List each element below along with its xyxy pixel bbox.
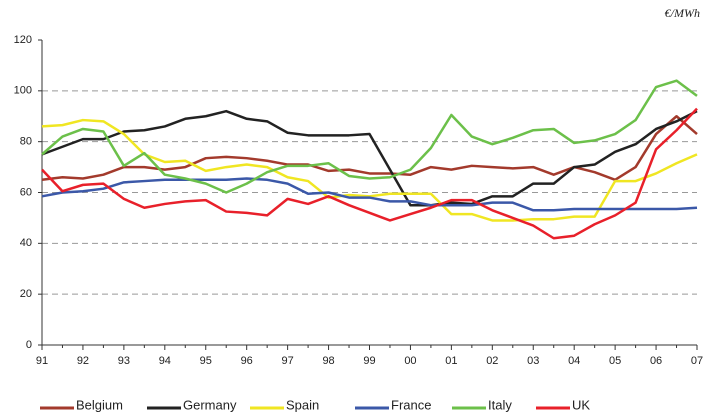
x-tick-label: 06 bbox=[650, 355, 662, 367]
y-tick-label: 100 bbox=[14, 85, 32, 97]
y-tick-label: 80 bbox=[20, 136, 32, 148]
x-tick-label: 00 bbox=[404, 355, 416, 367]
series-line bbox=[41, 109, 698, 207]
x-tick-label: 98 bbox=[322, 355, 334, 367]
legend-label: France bbox=[391, 397, 431, 412]
x-tick-label: 96 bbox=[241, 355, 253, 367]
x-tick-label: 07 bbox=[691, 355, 703, 367]
x-tick-label: 02 bbox=[486, 355, 498, 367]
y-tick-label: 120 bbox=[14, 34, 32, 46]
series-line bbox=[41, 115, 698, 182]
series-line bbox=[41, 107, 698, 240]
unit-label: €/MWh bbox=[665, 6, 700, 20]
legend-label: Italy bbox=[488, 397, 512, 412]
series-line bbox=[41, 118, 698, 222]
x-tick-label: 91 bbox=[36, 355, 48, 367]
legend-label: Belgium bbox=[76, 397, 123, 412]
x-tick-label: 94 bbox=[159, 355, 171, 367]
x-tick-label: 01 bbox=[445, 355, 457, 367]
y-tick-label: 0 bbox=[26, 339, 32, 351]
series-line bbox=[41, 177, 698, 212]
y-tick-label: 40 bbox=[20, 237, 32, 249]
legend-label: Germany bbox=[183, 397, 237, 412]
legend-label: Spain bbox=[286, 397, 319, 412]
y-tick-label: 20 bbox=[20, 288, 32, 300]
x-tick-label: 95 bbox=[200, 355, 212, 367]
x-tick-label: 92 bbox=[77, 355, 89, 367]
x-tick-label: 99 bbox=[363, 355, 375, 367]
y-tick-label: 60 bbox=[20, 186, 32, 198]
series-line bbox=[41, 79, 698, 194]
x-tick-label: 97 bbox=[282, 355, 294, 367]
x-tick-label: 03 bbox=[527, 355, 539, 367]
x-tick-label: 05 bbox=[609, 355, 621, 367]
legend-label: UK bbox=[572, 397, 590, 412]
x-tick-label: 93 bbox=[118, 355, 130, 367]
x-tick-label: 04 bbox=[568, 355, 580, 367]
